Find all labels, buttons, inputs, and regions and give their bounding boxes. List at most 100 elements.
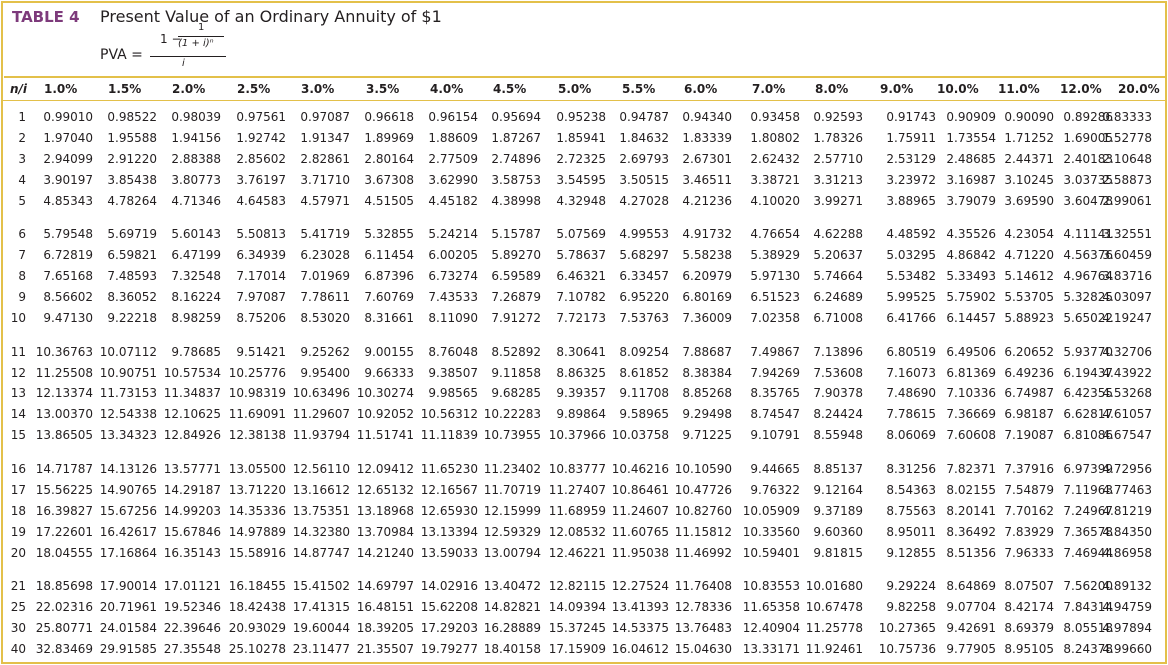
table-cell: 6.71008 (813, 310, 863, 325)
table-cell: 1.92742 (236, 130, 286, 145)
table-cell: 5.24214 (428, 227, 478, 242)
table-cell: 14.97889 (228, 524, 286, 539)
table-cell: 7.48690 (886, 386, 936, 401)
table-cell: 12.59329 (483, 524, 541, 539)
table-cell: 10.01680 (805, 579, 863, 594)
table-cell: 14.13126 (99, 461, 157, 476)
table-cell: 7.53763 (619, 310, 669, 325)
table-cell: 8.98259 (171, 310, 221, 325)
table-cell: 5.53482 (886, 269, 936, 284)
table-cell: 23.11477 (292, 641, 350, 656)
table-cell: 8.75563 (886, 503, 936, 518)
table-cell: 7.16073 (886, 365, 936, 380)
table-cell: 8.38384 (682, 365, 732, 380)
table-cell: 12.56110 (292, 461, 350, 476)
table-cell: 6.62817 (1063, 407, 1113, 422)
table-cell: 11.95038 (611, 545, 669, 560)
formula-inner-denominator: (1 + i)ⁿ (178, 38, 214, 49)
table-cell: 11.76408 (674, 579, 732, 594)
table-cell: 8.31661 (364, 310, 414, 325)
table-cell: 1.91347 (300, 130, 350, 145)
table-cell: 7.53608 (813, 365, 863, 380)
table-cell: 5.50813 (236, 227, 286, 242)
table-cell: 9.07704 (946, 600, 996, 615)
column-header: 20.0% (1118, 82, 1160, 96)
table-cell: 8.52892 (491, 344, 541, 359)
table-cell: 22.02316 (35, 600, 93, 615)
table-cell: 13.13394 (420, 524, 478, 539)
table-cell: 5.89270 (491, 248, 541, 263)
table-cell: 5.38929 (750, 248, 800, 263)
table-cell: 3.46511 (682, 172, 732, 187)
table-cell: 3.23972 (886, 172, 936, 187)
table-cell: 3.76197 (236, 172, 286, 187)
table-cell: 7.43533 (428, 290, 478, 304)
table-cell: 9.78685 (171, 344, 221, 359)
table-cell: 15.67256 (99, 503, 157, 518)
table-cell: 1.78326 (813, 130, 863, 145)
table-cell: 2.62432 (750, 151, 800, 166)
table-cell: 5.53705 (1004, 290, 1054, 304)
table-cell: 1.52778 (1102, 130, 1152, 145)
table-cell: 10.73955 (483, 428, 541, 443)
row-period: 13 (10, 386, 26, 401)
table-cell: 4.84350 (1102, 524, 1152, 539)
table-cell: 11.69091 (228, 407, 286, 422)
table-cell: 5.14612 (1004, 269, 1054, 284)
table-cell: 16.04612 (611, 641, 669, 656)
table-cell: 13.75351 (292, 503, 350, 518)
table-cell: 0.93458 (750, 110, 800, 124)
table-cell: 3.58753 (491, 172, 541, 187)
table-cell: 11.15812 (674, 524, 732, 539)
table-cell: 2.53129 (886, 151, 936, 166)
table-cell: 6.00205 (428, 248, 478, 263)
table-cell: 11.24607 (611, 503, 669, 518)
table-cell: 6.74987 (1004, 386, 1054, 401)
table-cell: 19.79277 (420, 641, 478, 656)
table-cell: 12.65930 (420, 503, 478, 518)
table-cell: 5.99525 (886, 290, 936, 304)
table-cell: 1.71252 (1004, 130, 1054, 145)
column-header: 4.0% (430, 82, 464, 96)
table-cell: 7.54879 (1004, 482, 1054, 497)
row-period: 40 (10, 641, 26, 656)
table-cell: 12.08532 (548, 524, 606, 539)
table-cell: 4.38998 (491, 193, 541, 208)
table-cell: 7.82371 (946, 461, 996, 476)
table-cell: 8.02155 (946, 482, 996, 497)
table-cell: 4.64583 (236, 193, 286, 208)
table-cell: 16.28889 (483, 621, 541, 635)
table-cell: 15.41502 (292, 579, 350, 594)
table-cell: 2.91220 (107, 151, 157, 166)
row-period: 16 (10, 461, 26, 476)
table-cell: 7.96333 (1004, 545, 1054, 560)
table-cell: 5.75902 (946, 290, 996, 304)
table-cell: 14.09394 (548, 600, 606, 615)
table-cell: 10.83553 (742, 579, 800, 594)
column-header: 3.0% (301, 82, 335, 96)
table-cell: 13.86505 (35, 428, 93, 443)
table-cell: 7.84314 (1063, 600, 1113, 615)
table-cell: 14.71787 (35, 461, 93, 476)
table-cell: 22.39646 (163, 621, 221, 635)
table-cell: 4.94759 (1102, 600, 1152, 615)
table-cell: 9.95400 (300, 365, 350, 380)
table-cell: 8.85268 (682, 386, 732, 401)
table-cell: 20.71961 (99, 600, 157, 615)
table-cell: 16.48151 (356, 600, 414, 615)
table-cell: 14.82821 (483, 600, 541, 615)
table-cell: 3.69590 (1004, 193, 1054, 208)
table-cell: 5.60143 (171, 227, 221, 242)
table-cell: 10.59401 (742, 545, 800, 560)
table-cell: 6.46321 (556, 269, 606, 284)
table-cell: 9.81815 (813, 545, 863, 560)
table-cell: 17.41315 (292, 600, 350, 615)
table-cell: 8.53020 (300, 310, 350, 325)
row-period: 12 (10, 365, 26, 380)
table-cell: 16.42617 (99, 524, 157, 539)
table-cell: 9.77905 (946, 641, 996, 656)
table-cell: 13.33171 (742, 641, 800, 656)
row-period: 10 (10, 310, 26, 325)
table-cell: 1.84632 (619, 130, 669, 145)
table-cell: 10.67478 (805, 600, 863, 615)
